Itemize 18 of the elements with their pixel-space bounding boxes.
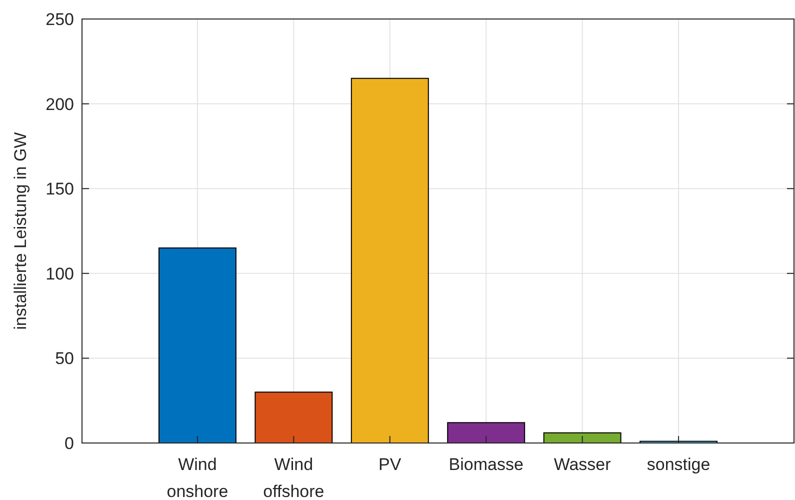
x-tick-label: Biomasse	[448, 455, 524, 474]
x-tick-label: Wind onshore	[166, 455, 228, 500]
y-tick-label: 50	[55, 349, 74, 368]
bar	[350, 78, 429, 444]
x-tick-label: Wind offshore	[263, 455, 324, 500]
bar	[254, 392, 333, 444]
x-tick-label: sonstige	[646, 455, 710, 474]
y-tick-label: 200	[46, 94, 74, 114]
y-tick-label: 250	[46, 10, 74, 29]
y-tick-label: 100	[46, 264, 74, 284]
y-tick-label: 150	[46, 180, 74, 199]
bar	[447, 422, 526, 444]
bar	[543, 432, 622, 444]
x-tick-label: Wasser	[554, 455, 612, 474]
x-tick-label: PV	[378, 455, 402, 474]
bar	[158, 247, 236, 444]
y-tick-label: 0	[64, 434, 74, 453]
y-axis-title: installierte Leistung in GW	[11, 132, 30, 330]
